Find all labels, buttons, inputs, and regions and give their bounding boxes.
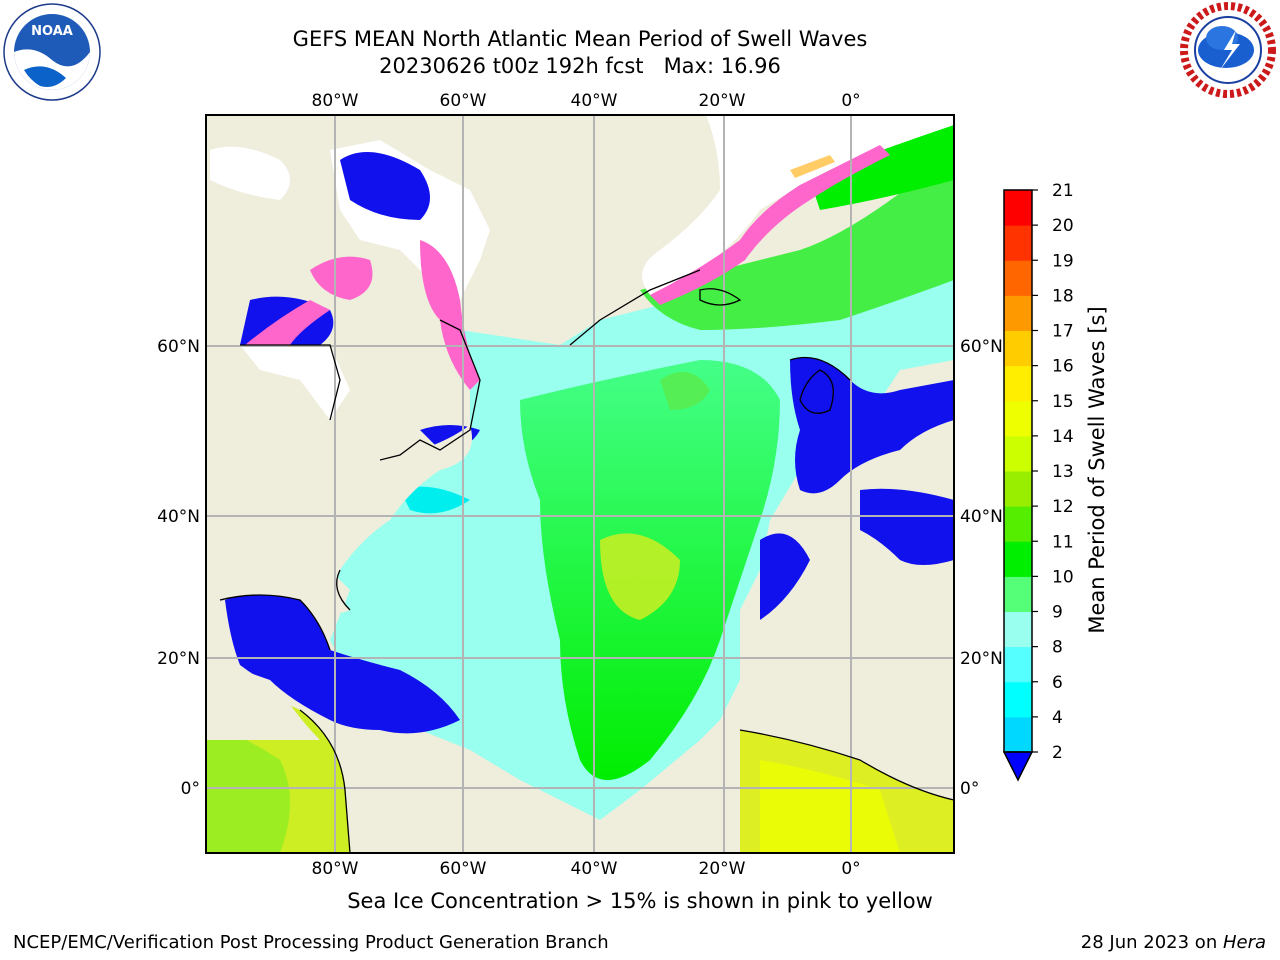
- colorbar-tick-label: 10: [1052, 567, 1074, 587]
- graticule: [206, 115, 954, 853]
- caribbean-blue: [220, 595, 460, 734]
- colorbar-segment: [1004, 541, 1032, 577]
- colorbar-tick-label: 19: [1052, 251, 1074, 271]
- lon-label: 20°W: [699, 91, 746, 111]
- colorbar-segment: [1004, 576, 1032, 612]
- lon-label: 60°W: [440, 859, 487, 879]
- colorbar-tick-label: 21: [1052, 181, 1074, 201]
- lon-label: 0°: [841, 859, 860, 879]
- credit-date: 28 Jun 2023 on: [1080, 932, 1223, 953]
- colorbar-segment: [1004, 260, 1032, 296]
- colorbar-segment: [1004, 506, 1032, 542]
- colorbar-tick-label: 17: [1052, 322, 1074, 342]
- lon-labels-top: 80°W 60°W 40°W 20°W 0°: [312, 91, 861, 111]
- credit-host: Hera: [1222, 932, 1266, 953]
- colorbar-segment: [1004, 646, 1032, 683]
- colorbar-segment: [1004, 400, 1032, 437]
- baffin-bay-blue: [340, 152, 430, 220]
- lon-label: 20°W: [699, 859, 746, 879]
- lat-labels-left: 60°N 40°N 20°N 0°: [157, 337, 200, 799]
- europe-coast-blue: [790, 357, 954, 494]
- lat-label: 60°N: [157, 337, 200, 357]
- lon-label: 40°W: [571, 859, 618, 879]
- noaa-logo-text: NOAA: [31, 24, 73, 39]
- colorbar-segment: [1004, 716, 1032, 753]
- colorbar-segment: [1004, 330, 1032, 367]
- lat-label: 20°N: [960, 649, 1003, 669]
- north-ocean-green: [640, 150, 954, 330]
- colorbar-tick-label: 8: [1052, 638, 1063, 658]
- sea-ice-note: Sea Ice Concentration > 15% is shown in …: [347, 889, 933, 913]
- north-america-land: [206, 360, 472, 614]
- colorbar-tick-label: 2: [1052, 743, 1063, 763]
- lat-labels-right: 60°N 40°N 20°N 0°: [960, 337, 1003, 799]
- credit-left: NCEP/EMC/Verification Post Processing Pr…: [13, 932, 609, 953]
- lat-label: 0°: [181, 779, 200, 799]
- colorbar-tick-label: 20: [1052, 216, 1074, 236]
- lon-labels-bottom: 80°W 60°W 40°W 20°W 0°: [312, 859, 861, 879]
- map-title: GEFS MEAN North Atlantic Mean Period of …: [292, 27, 868, 51]
- colorbar-tick-label: 13: [1052, 462, 1074, 482]
- lon-label: 60°W: [440, 91, 487, 111]
- greenland-ice: [642, 115, 954, 295]
- lat-label: 20°N: [157, 649, 200, 669]
- colorbar-segment: [1004, 611, 1032, 648]
- colorbar-segment: [1004, 435, 1032, 472]
- colorbar-tick-label: 6: [1052, 673, 1063, 693]
- lat-label: 60°N: [960, 337, 1003, 357]
- colorbar-segment: [1004, 190, 1032, 226]
- forecast-info: 20230626 t00z 192h fcst Max: 16.96: [379, 54, 781, 78]
- colorbar-tick-label: 4: [1052, 708, 1063, 728]
- colorbar-segment: [1004, 681, 1032, 718]
- hudson-bay-ice: [240, 345, 350, 420]
- lat-label: 0°: [960, 779, 979, 799]
- sea-ice-edge: [650, 145, 890, 305]
- colorbar: 2 4 6 8 9 10 11 12 13 14 15 16 17 18 19 20 21: [1002, 181, 1074, 782]
- colorbar-tick-label: 12: [1052, 497, 1074, 517]
- colorbar-tick-label: 9: [1052, 603, 1063, 623]
- credit-right: 28 Jun 2023 on Hera: [1081, 932, 1266, 953]
- colorbar-under-triangle: [1002, 751, 1034, 782]
- lon-label: 40°W: [571, 91, 618, 111]
- colorbar-tick-label: 11: [1052, 532, 1074, 552]
- nws-logo-icon: [1180, 2, 1276, 98]
- lon-label: 80°W: [312, 91, 359, 111]
- colorbar-tick-label: 18: [1052, 286, 1074, 306]
- map-frame: [205, 114, 955, 854]
- colorbar-segment: [1004, 295, 1032, 331]
- colorbar-tick-label: 15: [1052, 392, 1074, 412]
- lat-label: 40°N: [960, 507, 1003, 527]
- colorbar-tick-label: 16: [1052, 357, 1074, 377]
- colorbar-segment: [1004, 365, 1032, 402]
- colorbar-segment: [1004, 471, 1032, 507]
- colorbar-tick-label: 14: [1052, 427, 1074, 447]
- lon-label: 80°W: [312, 859, 359, 879]
- colorbar-segment: [1004, 225, 1032, 261]
- noaa-logo-icon: NOAA: [3, 3, 101, 101]
- lon-label: 0°: [841, 91, 860, 111]
- lat-label: 40°N: [157, 507, 200, 527]
- coastlines: [219, 269, 954, 853]
